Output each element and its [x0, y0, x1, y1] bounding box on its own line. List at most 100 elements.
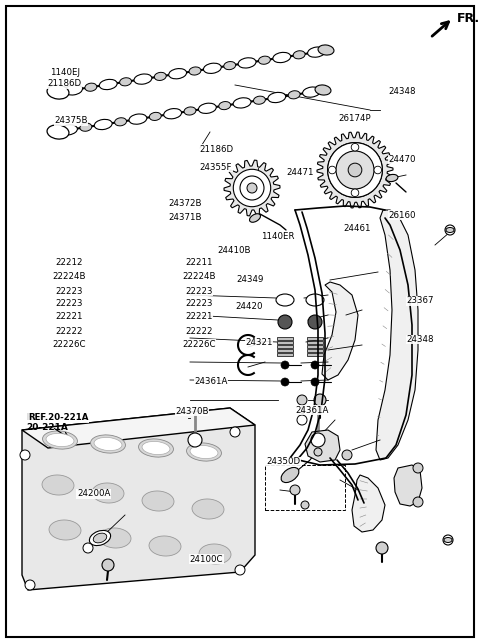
Text: 24349: 24349 — [236, 275, 264, 284]
Circle shape — [413, 463, 423, 473]
Text: 24361A: 24361A — [295, 406, 329, 415]
Text: 22211: 22211 — [185, 258, 213, 267]
Text: 24461: 24461 — [344, 224, 372, 233]
Text: 1140EJ: 1140EJ — [50, 68, 80, 77]
Text: 22223: 22223 — [56, 299, 84, 308]
Ellipse shape — [49, 520, 81, 540]
Circle shape — [351, 143, 359, 151]
Circle shape — [297, 415, 307, 425]
Ellipse shape — [446, 228, 454, 233]
Text: 22224B: 22224B — [53, 272, 86, 281]
Polygon shape — [394, 465, 422, 506]
Ellipse shape — [273, 52, 291, 62]
Text: 22223: 22223 — [56, 287, 84, 296]
Ellipse shape — [250, 213, 261, 222]
Circle shape — [247, 183, 257, 193]
Circle shape — [311, 361, 319, 369]
Text: 22222: 22222 — [56, 327, 84, 336]
Circle shape — [230, 427, 240, 437]
Circle shape — [327, 143, 383, 197]
Text: 26160: 26160 — [388, 211, 416, 220]
Ellipse shape — [258, 56, 270, 64]
Ellipse shape — [164, 109, 181, 119]
Ellipse shape — [192, 499, 224, 519]
Ellipse shape — [198, 103, 216, 113]
Text: 24100C: 24100C — [190, 555, 223, 564]
Ellipse shape — [43, 431, 77, 449]
Ellipse shape — [184, 107, 196, 115]
Circle shape — [233, 169, 271, 206]
Text: 24348: 24348 — [406, 335, 434, 344]
Text: 20-221A: 20-221A — [26, 424, 68, 433]
Text: 22212: 22212 — [56, 258, 84, 267]
Ellipse shape — [253, 96, 265, 104]
Circle shape — [281, 378, 289, 386]
Circle shape — [443, 535, 453, 545]
Polygon shape — [376, 210, 418, 460]
Ellipse shape — [94, 120, 112, 130]
Circle shape — [328, 166, 336, 174]
Circle shape — [281, 361, 289, 369]
Circle shape — [314, 394, 326, 406]
Ellipse shape — [233, 98, 251, 108]
Ellipse shape — [142, 441, 170, 455]
FancyBboxPatch shape — [277, 349, 293, 352]
Ellipse shape — [134, 74, 152, 84]
Text: FR.: FR. — [457, 12, 480, 24]
Circle shape — [290, 485, 300, 495]
Text: 24420: 24420 — [236, 302, 264, 311]
Text: REF.20-221A: REF.20-221A — [28, 413, 88, 422]
Circle shape — [351, 189, 359, 197]
Ellipse shape — [94, 437, 122, 451]
Ellipse shape — [93, 533, 107, 543]
Ellipse shape — [219, 102, 231, 110]
Ellipse shape — [306, 294, 324, 306]
Ellipse shape — [281, 467, 299, 482]
Circle shape — [83, 543, 93, 553]
Ellipse shape — [155, 73, 166, 80]
FancyBboxPatch shape — [277, 341, 293, 344]
Ellipse shape — [99, 79, 117, 89]
Text: 24355F: 24355F — [200, 163, 232, 172]
Circle shape — [336, 151, 374, 189]
Text: 24361A: 24361A — [194, 377, 228, 386]
Ellipse shape — [142, 491, 174, 511]
Circle shape — [374, 166, 382, 174]
Text: 24470: 24470 — [388, 155, 416, 164]
Ellipse shape — [85, 83, 97, 91]
Circle shape — [311, 433, 325, 447]
Ellipse shape — [89, 530, 110, 545]
Ellipse shape — [47, 125, 69, 139]
Circle shape — [278, 315, 292, 329]
FancyBboxPatch shape — [307, 349, 323, 352]
Text: 24200A: 24200A — [77, 489, 110, 498]
Circle shape — [297, 395, 307, 405]
Text: 22223: 22223 — [185, 299, 213, 308]
Polygon shape — [352, 475, 385, 532]
Circle shape — [235, 565, 245, 575]
Text: 22224B: 22224B — [182, 272, 216, 281]
Ellipse shape — [386, 174, 398, 181]
Text: 22221: 22221 — [56, 312, 84, 322]
Ellipse shape — [276, 294, 294, 306]
Text: 1140ER: 1140ER — [261, 232, 294, 241]
FancyBboxPatch shape — [277, 337, 293, 340]
Text: 24371B: 24371B — [168, 213, 202, 222]
Circle shape — [314, 448, 322, 456]
Ellipse shape — [288, 91, 300, 99]
Ellipse shape — [99, 528, 131, 548]
Ellipse shape — [46, 433, 74, 447]
Circle shape — [413, 497, 423, 507]
Text: 23367: 23367 — [406, 296, 434, 305]
Ellipse shape — [315, 85, 331, 95]
Text: 21186D: 21186D — [199, 145, 233, 154]
FancyBboxPatch shape — [277, 345, 293, 348]
FancyBboxPatch shape — [307, 341, 323, 344]
Ellipse shape — [65, 85, 83, 95]
Circle shape — [102, 559, 114, 571]
Ellipse shape — [80, 123, 92, 131]
Ellipse shape — [318, 45, 334, 55]
FancyBboxPatch shape — [307, 337, 323, 340]
Circle shape — [188, 433, 202, 447]
Text: 22221: 22221 — [185, 312, 213, 322]
